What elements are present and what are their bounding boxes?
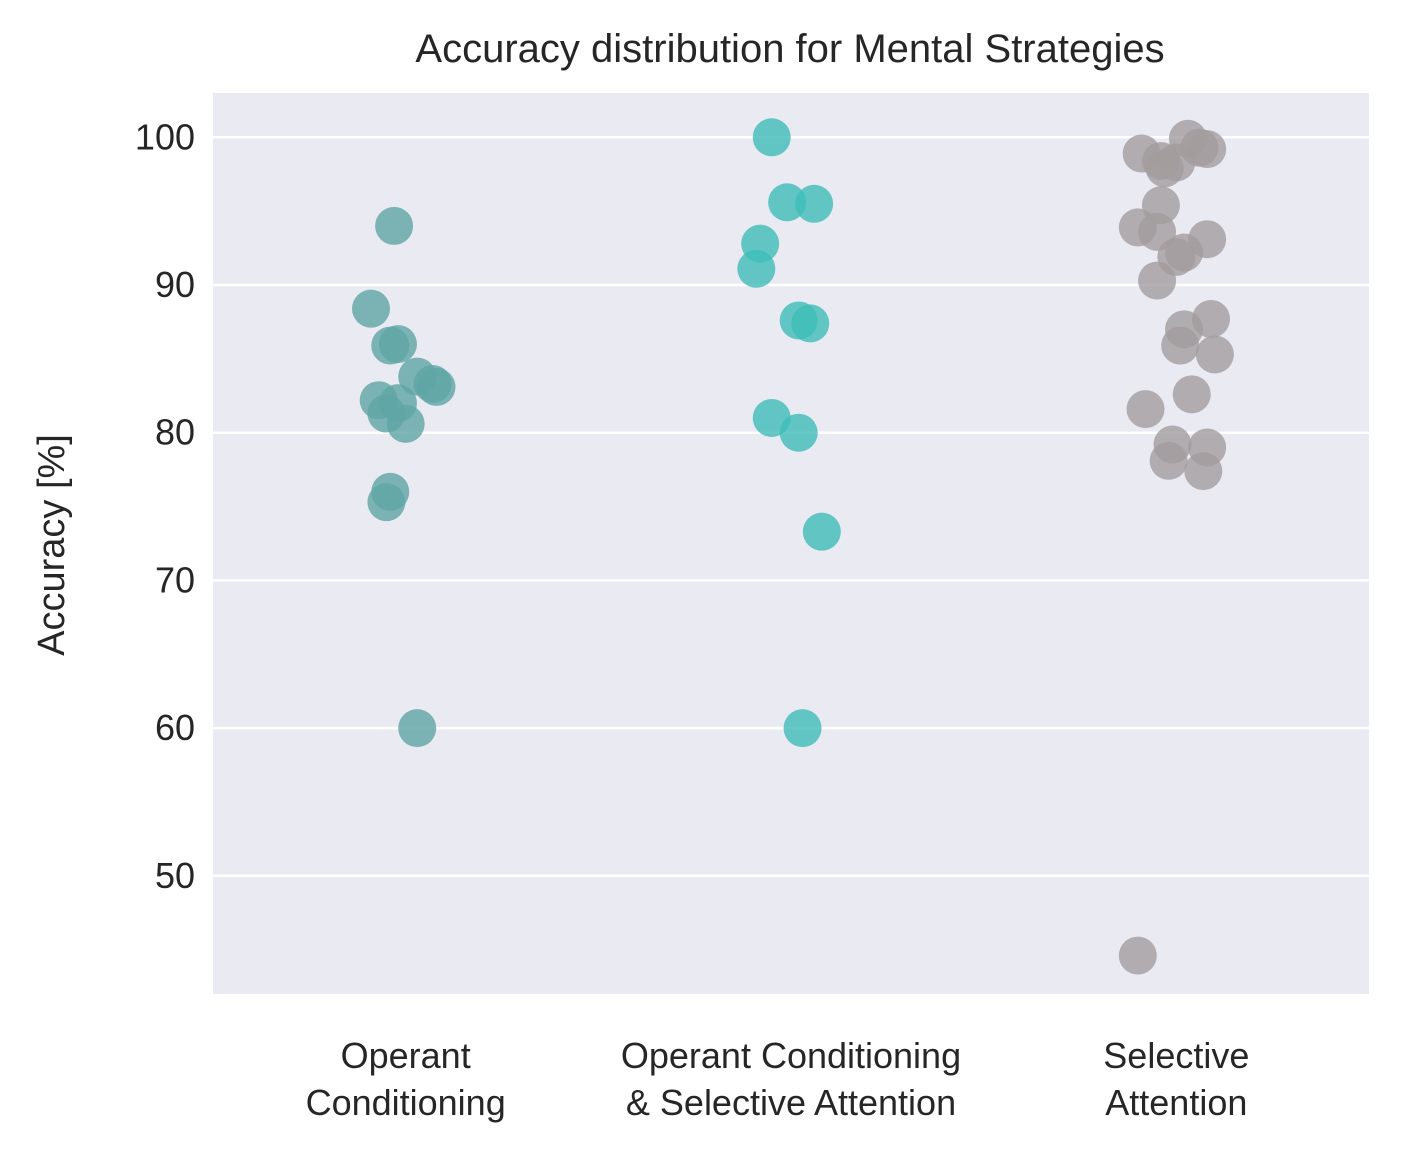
data-point [375,206,414,245]
data-point [1195,335,1234,374]
data-point [1126,390,1165,429]
data-point [1184,452,1223,491]
data-point [795,184,834,223]
data-point [398,709,437,748]
x-tick-label: Attention [1105,1082,1247,1123]
data-point [783,709,822,748]
x-tick-label: Selective [1103,1035,1249,1076]
x-tick-label: & Selective Attention [626,1082,956,1123]
data-point [1145,149,1184,188]
data-point [1118,936,1157,975]
data-point [351,289,390,328]
data-point [737,249,776,288]
x-tick-label: Operant [341,1035,471,1076]
x-tick-label: Conditioning [306,1082,506,1123]
y-tick-label: 90 [155,264,195,305]
y-tick-label: 80 [155,412,195,453]
data-point [1138,261,1177,300]
data-point [371,326,410,365]
data-point [1172,375,1211,414]
data-point [1149,441,1188,480]
y-tick-label: 70 [155,559,195,600]
data-point [386,404,425,443]
data-point [802,512,841,551]
data-point [1161,326,1200,365]
chart-title: Accuracy distribution for Mental Strateg… [415,27,1164,71]
data-points [351,118,1234,975]
data-point [779,413,818,452]
y-tick-label: 60 [155,707,195,748]
data-point [417,367,456,406]
data-point [768,183,807,222]
y-tick-label: 50 [155,855,195,896]
data-point [367,483,406,522]
data-point [752,118,791,157]
x-tick-labels: Operant Conditioning Operant Conditioning &… [306,1035,1250,1123]
x-tick-label: Operant Conditioning [621,1035,961,1076]
y-axis-label: Accuracy [%] [31,434,73,656]
y-tick-label: 100 [135,116,195,157]
data-point [791,304,830,343]
y-tick-labels: 50 60 70 80 90 100 [135,116,195,896]
